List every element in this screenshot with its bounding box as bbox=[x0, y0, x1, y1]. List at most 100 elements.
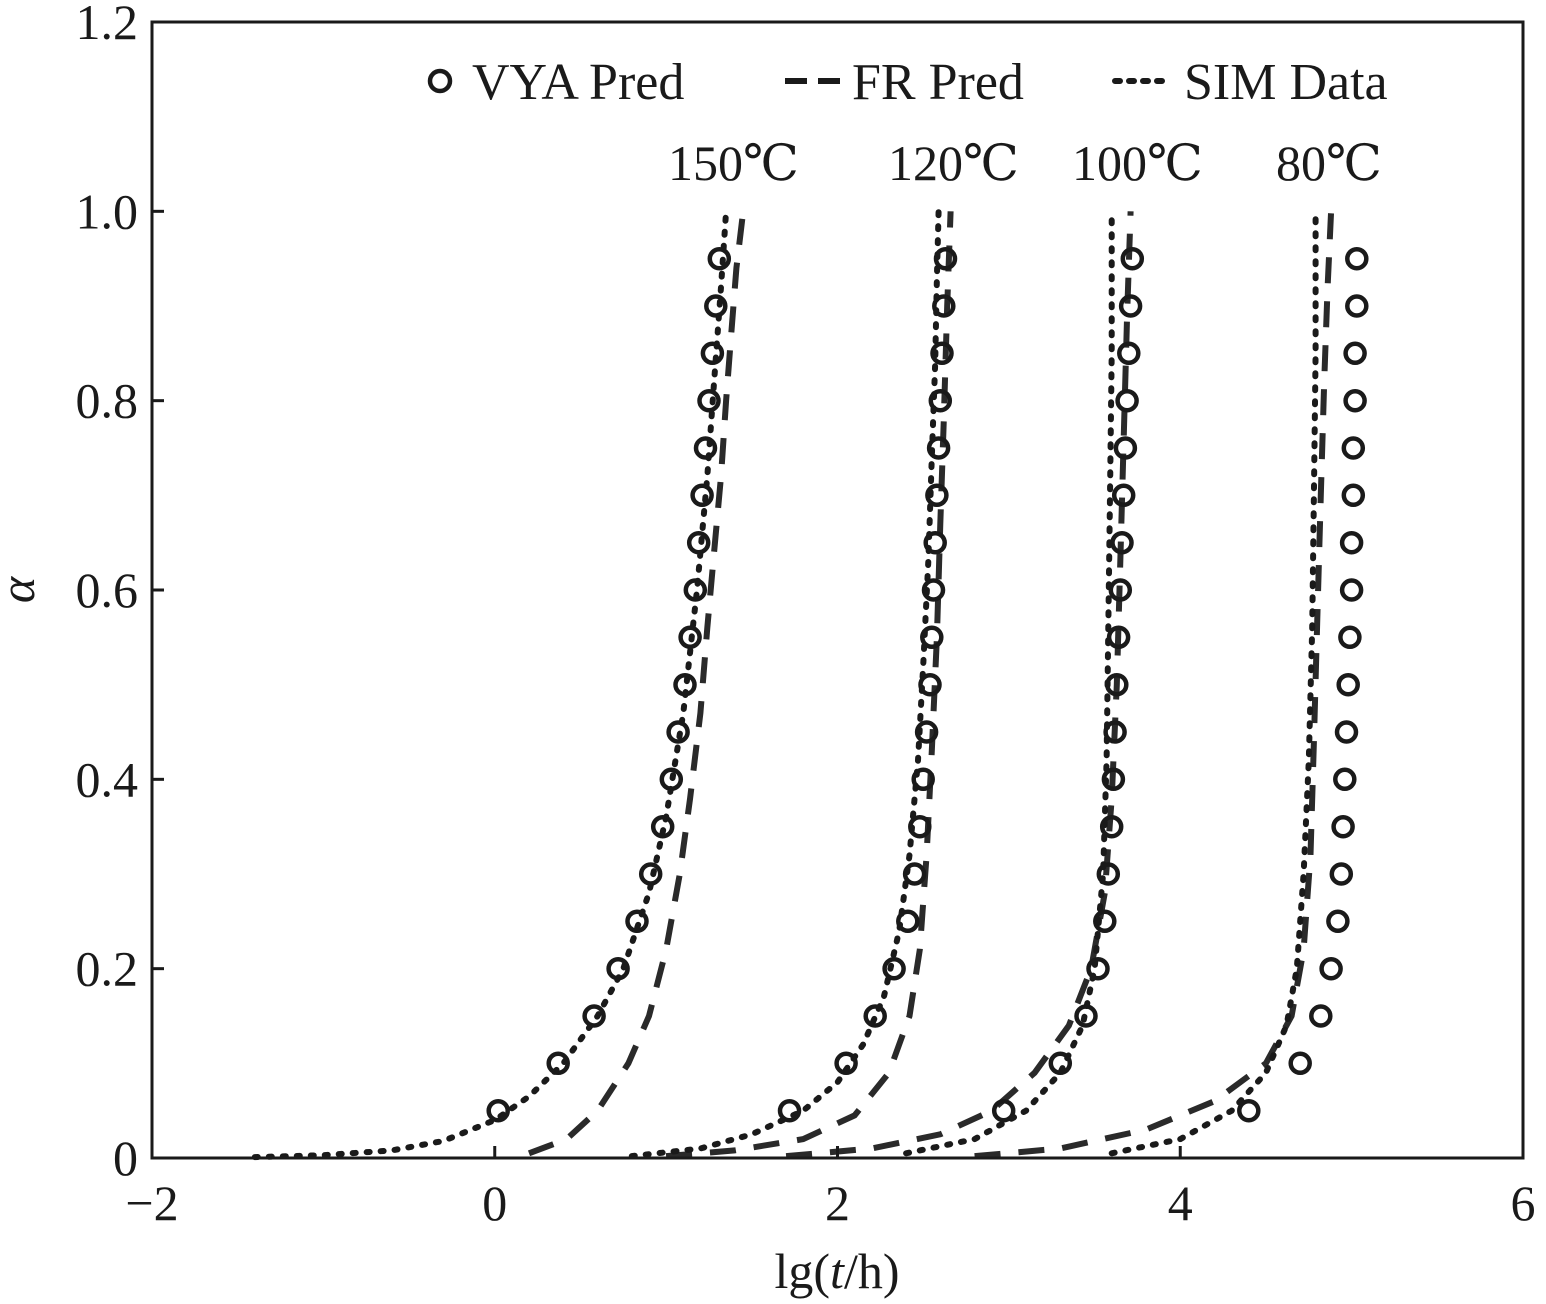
vya-point bbox=[920, 625, 944, 650]
vya-point bbox=[834, 1051, 858, 1076]
vya-point bbox=[896, 909, 920, 934]
vya-point bbox=[1237, 1098, 1261, 1123]
vya-point bbox=[1341, 436, 1366, 460]
vya-point bbox=[863, 1004, 887, 1028]
y-tick-label: 0.6 bbox=[76, 562, 139, 618]
vya-point bbox=[925, 483, 949, 508]
vya-point bbox=[1333, 767, 1357, 792]
vya-point bbox=[1105, 672, 1129, 697]
vya-point bbox=[638, 862, 663, 886]
y-tick-label: 1.2 bbox=[76, 0, 139, 50]
vya-point bbox=[1118, 294, 1143, 318]
vya-point bbox=[1343, 341, 1367, 366]
vya-point bbox=[1113, 436, 1138, 460]
vya-point bbox=[1345, 294, 1369, 318]
vya-point bbox=[700, 341, 725, 366]
vya-point bbox=[1115, 388, 1139, 413]
x-tick-label: 4 bbox=[1168, 1175, 1193, 1231]
vya-point bbox=[1120, 246, 1145, 271]
vya-point bbox=[923, 530, 947, 555]
vya-point bbox=[678, 625, 702, 650]
x-tick-label: 2 bbox=[825, 1175, 850, 1231]
vya-point bbox=[918, 672, 942, 697]
vya-point bbox=[1329, 862, 1354, 886]
vya-point bbox=[1110, 530, 1134, 555]
legend-label-fr: FR Pred bbox=[852, 54, 1024, 111]
vya-point bbox=[1108, 578, 1133, 602]
y-tick-label: 0.4 bbox=[76, 751, 139, 807]
legend-marker-vya bbox=[427, 68, 453, 94]
vya-point bbox=[707, 246, 732, 271]
group-120c bbox=[628, 208, 958, 1160]
series-sim-line bbox=[251, 208, 730, 1161]
vya-point bbox=[1339, 530, 1364, 555]
vya-point bbox=[1309, 1004, 1333, 1028]
vya-point bbox=[932, 294, 956, 318]
vya-point bbox=[1074, 1004, 1098, 1028]
y-tick-label: 0.2 bbox=[76, 941, 139, 997]
series-fr-line bbox=[527, 210, 747, 1157]
x-tick-label: −2 bbox=[125, 1175, 178, 1231]
vya-point bbox=[693, 436, 718, 460]
vya-point bbox=[1101, 767, 1126, 792]
vya-point bbox=[882, 956, 906, 981]
y-tick-label: 1.0 bbox=[76, 183, 139, 239]
vya-point bbox=[1096, 862, 1121, 886]
vya-point bbox=[930, 341, 954, 366]
vya-point bbox=[486, 1098, 510, 1123]
vya-point bbox=[1086, 956, 1110, 981]
group-80c bbox=[974, 208, 1369, 1160]
vya-point bbox=[659, 767, 684, 792]
vya-point bbox=[690, 483, 714, 508]
vya-point bbox=[683, 578, 708, 602]
x-tick-label: 6 bbox=[1511, 1175, 1536, 1231]
vya-point bbox=[1099, 814, 1124, 839]
group-100c bbox=[785, 208, 1145, 1160]
temp-label-80: 80℃ bbox=[1276, 135, 1382, 191]
series-layer bbox=[251, 208, 1369, 1161]
vya-point bbox=[1093, 909, 1117, 934]
vya-point bbox=[911, 767, 935, 792]
legend: VYA Pred FR Pred SIM Data bbox=[427, 54, 1388, 111]
vya-point bbox=[933, 246, 958, 271]
group-150c bbox=[251, 208, 747, 1161]
x-axis-label-prefix: lg( bbox=[775, 1243, 831, 1299]
vya-point bbox=[908, 814, 932, 839]
series-fr-line bbox=[665, 211, 954, 1160]
vya-point bbox=[1048, 1051, 1073, 1076]
y-axis-label: α bbox=[0, 575, 45, 603]
vya-point bbox=[1288, 1051, 1312, 1076]
vya-point bbox=[1331, 814, 1355, 839]
vya-point bbox=[1326, 909, 1350, 934]
vya-point bbox=[777, 1098, 802, 1123]
y-tick-label: 0 bbox=[113, 1130, 138, 1186]
vya-point bbox=[1334, 720, 1359, 744]
vya-point bbox=[1103, 720, 1127, 744]
vya-point bbox=[921, 578, 946, 602]
vya-point bbox=[1338, 625, 1362, 650]
vya-point bbox=[1106, 625, 1131, 650]
x-tick-label: 0 bbox=[482, 1175, 507, 1231]
vya-point bbox=[991, 1098, 1016, 1123]
x-axis-label-suffix: /h) bbox=[844, 1243, 900, 1299]
y-tick-label: 0.8 bbox=[76, 373, 139, 429]
series-sim-line bbox=[1108, 208, 1319, 1157]
vya-point bbox=[625, 909, 649, 934]
temp-label-100: 100℃ bbox=[1072, 135, 1203, 191]
vya-point bbox=[1111, 483, 1136, 508]
vya-point bbox=[546, 1051, 570, 1076]
vya-point bbox=[666, 720, 690, 744]
x-axis-label-italic: t bbox=[830, 1243, 845, 1299]
temp-label-120: 120℃ bbox=[888, 135, 1019, 191]
vya-point bbox=[606, 956, 630, 981]
vya-point bbox=[1319, 956, 1343, 981]
vya-point bbox=[1339, 578, 1364, 602]
vya-point bbox=[650, 814, 675, 839]
vya-point bbox=[914, 720, 939, 744]
temperature-labels: 150℃ 120℃ 100℃ 80℃ bbox=[668, 135, 1382, 191]
series-sim-line bbox=[903, 208, 1115, 1157]
vya-point bbox=[673, 672, 697, 697]
temp-label-150: 150℃ bbox=[668, 135, 799, 191]
legend-label-vya: VYA Pred bbox=[472, 54, 684, 111]
